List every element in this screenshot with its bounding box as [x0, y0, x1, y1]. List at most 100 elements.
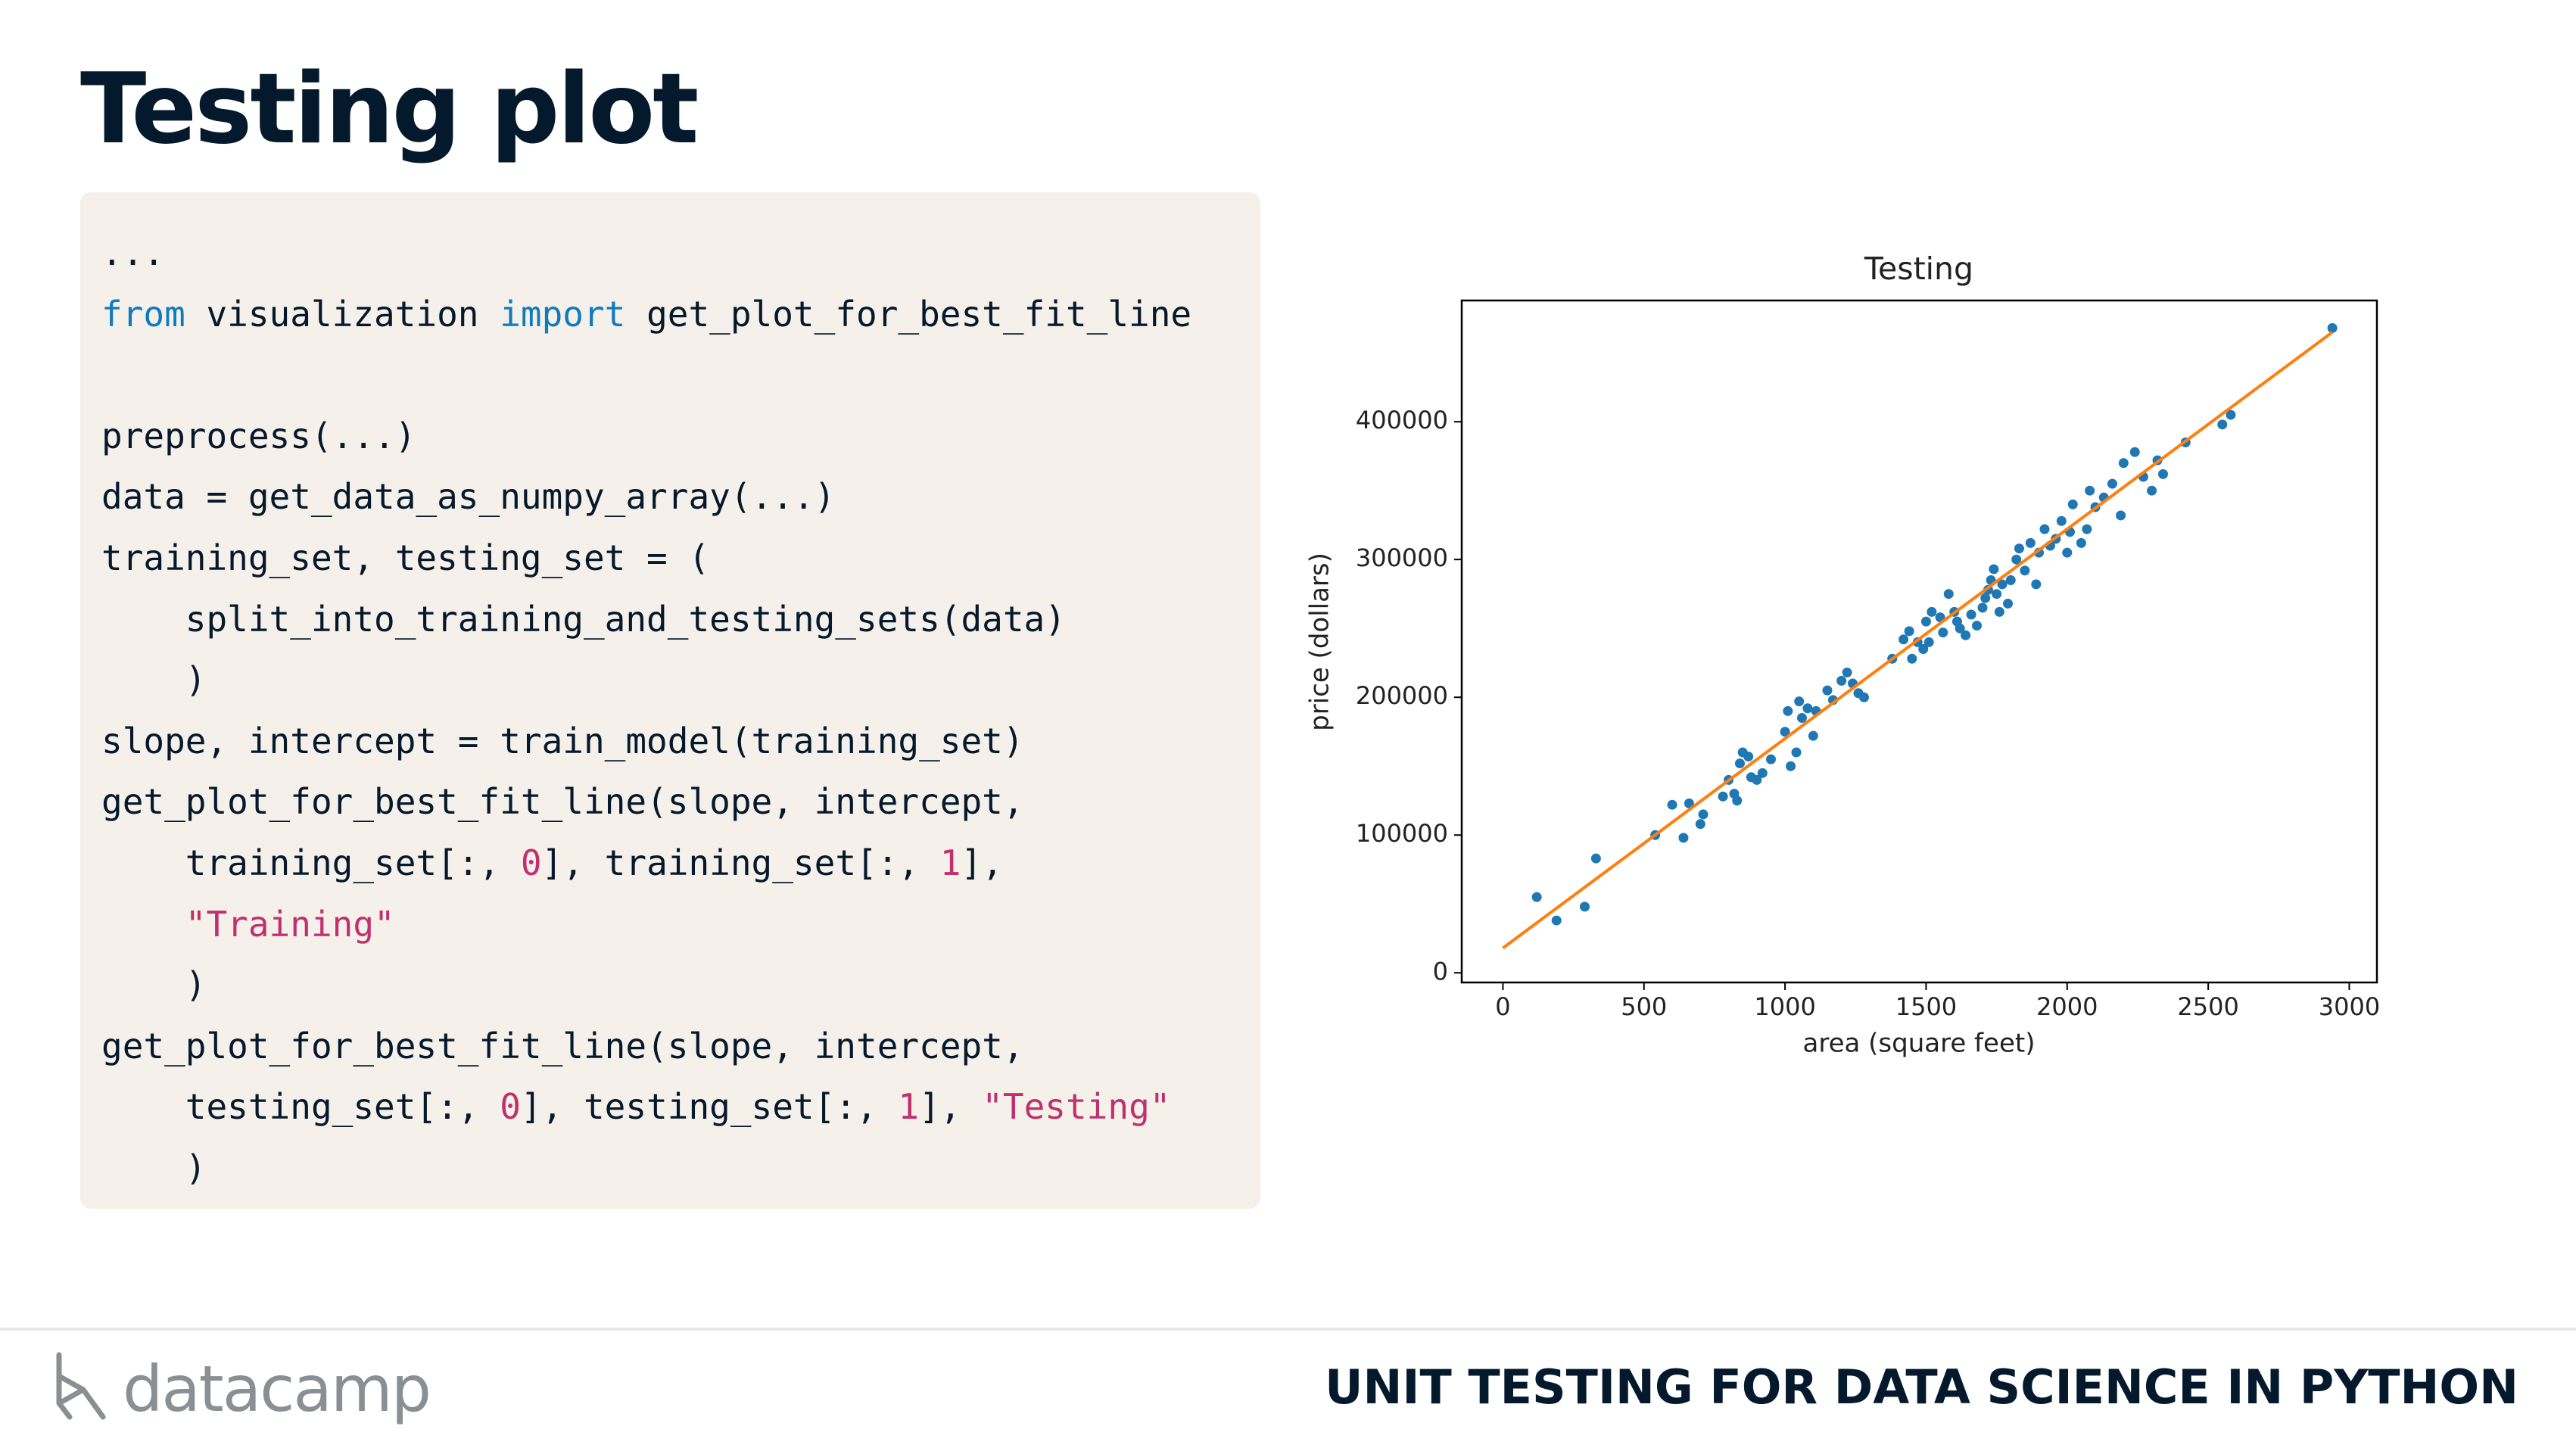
x-tick-label: 2000 [2036, 992, 2098, 1021]
point [1786, 761, 1796, 771]
code-line: ) [101, 1138, 1260, 1199]
y-axis-label: price (dollars) [1305, 553, 1335, 731]
code-token: ) [101, 1147, 207, 1188]
x-axis-label: area (square feet) [1803, 1029, 2036, 1059]
point [1842, 667, 1852, 677]
point [1989, 564, 1999, 574]
code-token: ) [101, 659, 207, 701]
logo-icon [56, 1352, 106, 1420]
point [1980, 593, 1991, 603]
point [2076, 537, 2086, 548]
x-tick-label: 2500 [2177, 992, 2238, 1021]
point [1783, 705, 1793, 716]
code-token: get_plot_for_best_fit_line(slope, interc… [101, 1025, 1024, 1066]
point [1992, 589, 2002, 599]
footer-divider [0, 1328, 2576, 1331]
code-line: slope, intercept = train_model(training_… [101, 711, 1260, 772]
code-line: "Training" [101, 894, 1260, 955]
y-tick-label: 0 [1433, 957, 1448, 985]
point [2067, 499, 2078, 509]
point [1997, 579, 2008, 590]
point [2014, 543, 2024, 554]
point [1927, 606, 1937, 617]
code-token: import [500, 293, 626, 335]
code-line: data = get_data_as_numpy_array(...) [101, 466, 1260, 528]
code-line: get_plot_for_best_fit_line(slope, interc… [101, 1016, 1260, 1077]
point [1698, 809, 1709, 820]
point [2056, 515, 2067, 526]
point [2005, 575, 2016, 586]
code-line: ) [101, 649, 1260, 711]
point [1551, 915, 1562, 926]
point [1794, 696, 1805, 707]
point [2082, 524, 2092, 534]
code-token: from [101, 293, 185, 335]
x-tick-label: 1500 [1895, 992, 1957, 1021]
code-token: preprocess(...) [101, 415, 416, 456]
point [1822, 685, 1833, 696]
point [1757, 768, 1768, 778]
point [1904, 626, 1914, 637]
code-token: visualization [185, 293, 500, 335]
code-line: from visualization import get_plot_for_b… [101, 284, 1260, 345]
course-title: UNIT TESTING FOR DATA SCIENCE IN PYTHON [1325, 1359, 2518, 1415]
point [1955, 623, 1965, 634]
point [1907, 653, 1917, 664]
point [2147, 485, 2157, 496]
point [1780, 727, 1790, 737]
point [2217, 419, 2228, 430]
point [2085, 485, 2095, 496]
point [2025, 537, 2036, 548]
code-token: training_set, testing_set = ( [101, 537, 710, 578]
code-token: ], training_set[:, [541, 842, 940, 883]
code-token: ], [919, 1086, 983, 1128]
code-block: ... from visualization import get_plot_fo… [80, 192, 1260, 1209]
point [2011, 554, 2022, 565]
code-line: get_plot_for_best_fit_line(slope, interc… [101, 771, 1260, 833]
point [1899, 634, 1909, 645]
x-tick-label: 3000 [2319, 992, 2380, 1021]
point [1918, 644, 1929, 655]
point [1938, 627, 1948, 638]
y-tick-label: 200000 [1356, 681, 1448, 710]
code-line: training_set, testing_set = ( [101, 528, 1260, 589]
point [1943, 589, 1954, 599]
code-token: data = get_data_as_numpy_array(...) [101, 476, 836, 518]
code-token: slope, intercept = train_model(training_… [101, 720, 1024, 761]
point [1743, 751, 1754, 761]
code-token: ) [101, 964, 207, 1006]
y-tick-label: 400000 [1356, 406, 1448, 434]
code-line: preprocess(...) [101, 406, 1260, 467]
point [2116, 510, 2126, 521]
plot-frame [1460, 299, 2378, 984]
point [1752, 774, 1762, 785]
x-tick-label: 500 [1621, 992, 1667, 1021]
point [1579, 901, 1590, 912]
point [1920, 616, 1931, 627]
point [2003, 598, 2014, 609]
point [1531, 892, 1542, 902]
point [2062, 547, 2073, 558]
point [2039, 524, 2050, 534]
point [1796, 713, 1807, 724]
code-token: get_plot_for_best_fit_line [625, 293, 1192, 335]
point [1858, 692, 1869, 702]
point [2129, 447, 2140, 457]
point [1678, 833, 1689, 843]
code-token: 1 [898, 1086, 920, 1128]
code-token: ... [101, 232, 165, 273]
point [1718, 791, 1728, 802]
point [1590, 853, 1601, 864]
point [2107, 478, 2117, 489]
code-token: 1 [939, 842, 961, 883]
code-token: ], testing_set[:, [520, 1086, 899, 1128]
code-token: split_into_training_and_testing_sets(dat… [101, 598, 1066, 640]
point [1734, 758, 1745, 769]
point [1977, 603, 1988, 613]
code-token: "Training" [185, 903, 395, 945]
point [2118, 458, 2129, 469]
point [1667, 799, 1677, 810]
point [2020, 565, 2030, 576]
